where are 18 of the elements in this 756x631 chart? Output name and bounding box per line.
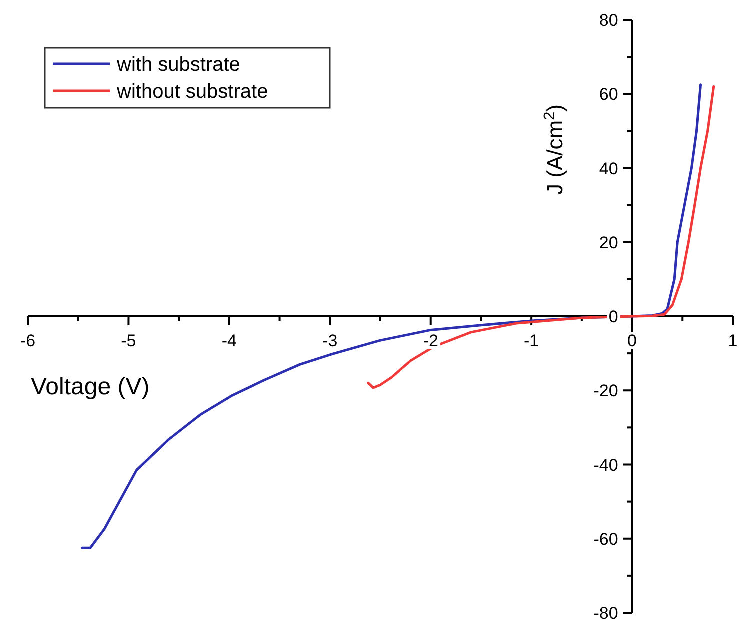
legend-label: with substrate <box>116 54 240 76</box>
legend-label: without substrate <box>116 81 268 103</box>
x-tick-label: -3 <box>322 332 338 350</box>
x-tick-label: -5 <box>121 332 136 350</box>
y-tick-label: -80 <box>594 604 618 623</box>
x-tick-label: -1 <box>524 332 540 350</box>
y-tick-label: 60 <box>599 85 618 104</box>
x-tick-label: -2 <box>423 332 438 350</box>
y-tick-label: 20 <box>599 233 618 252</box>
x-tick-label: -6 <box>20 332 36 350</box>
y-tick-label: -40 <box>594 456 618 475</box>
x-tick-label: -4 <box>222 332 237 350</box>
y-tick-label: 80 <box>599 11 618 30</box>
y-tick-label: -60 <box>594 530 618 549</box>
x-axis-title: Voltage (V) <box>31 374 150 400</box>
x-tick-label: 1 <box>728 332 738 350</box>
y-tick-label: 40 <box>599 159 618 178</box>
y-tick-label: -20 <box>594 382 618 401</box>
